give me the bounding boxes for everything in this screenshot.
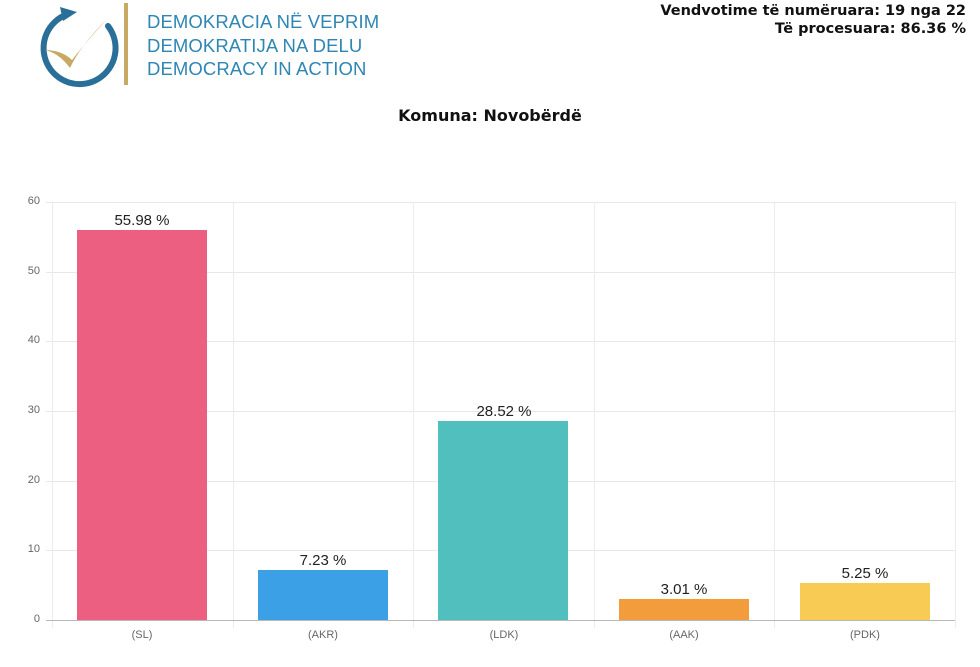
logo-emblem (22, 2, 132, 88)
org-name-albanian: DEMOKRACIA NË VEPRIM (147, 11, 380, 32)
x-axis-category-label: (AKR) (308, 629, 338, 641)
y-axis-tick-label: 20 (27, 474, 40, 486)
y-axis-tick-label: 60 (27, 195, 40, 207)
y-axis-tick-label: 0 (33, 613, 40, 625)
bar-aak[interactable] (619, 599, 749, 620)
horizontal-gridline (46, 202, 955, 203)
x-axis-category-label: (PDK) (850, 629, 880, 641)
bar-value-label: 5.25 % (841, 565, 889, 582)
y-axis-tick-label: 50 (27, 265, 40, 277)
bar-pdk[interactable] (800, 583, 930, 620)
x-axis-line (46, 620, 955, 621)
bar-value-label: 28.52 % (476, 403, 532, 420)
vertical-gridline (233, 202, 234, 628)
x-axis-category-label: (AAK) (669, 629, 699, 641)
bar-value-label: 55.98 % (114, 212, 170, 229)
bar-value-label: 7.23 % (299, 552, 347, 569)
vertical-gridline (413, 202, 414, 628)
y-axis-tick-label: 30 (27, 404, 40, 416)
bar-value-label: 3.01 % (660, 581, 708, 598)
polling-stations-counted: Vendvotime të numëruara: 19 nga 22 (660, 3, 966, 19)
org-name-english: DEMOCRACY IN ACTION (147, 58, 367, 79)
x-axis-category-label: (SL) (131, 629, 153, 641)
horizontal-gridline (46, 411, 955, 412)
vertical-gridline (774, 202, 775, 628)
counting-status: Vendvotime të numëruara: 19 nga 22 Të pr… (660, 2, 966, 38)
x-axis-category-label: (LDK) (489, 629, 519, 641)
bar-ldk[interactable] (438, 421, 568, 620)
horizontal-gridline (46, 272, 955, 273)
bar-akr[interactable] (258, 570, 388, 620)
logo-divider (124, 3, 128, 85)
processed-percentage: Të procesuara: 86.36 % (774, 21, 966, 37)
y-axis-tick-label: 10 (27, 543, 40, 555)
vertical-gridline (594, 202, 595, 628)
vertical-gridline (955, 202, 956, 628)
organization-name: DEMOKRACIA NË VEPRIM DEMOKRATIJA NA DELU… (147, 10, 379, 81)
horizontal-gridline (46, 341, 955, 342)
y-axis-tick-label: 40 (27, 334, 40, 346)
circular-arrow-check-icon (40, 7, 119, 88)
bar-sl[interactable] (77, 230, 207, 620)
org-name-serbian: DEMOKRATIJA NA DELU (147, 34, 363, 56)
vertical-gridline (52, 202, 53, 628)
chart-title: Komuna: Novobërdë (398, 106, 582, 125)
